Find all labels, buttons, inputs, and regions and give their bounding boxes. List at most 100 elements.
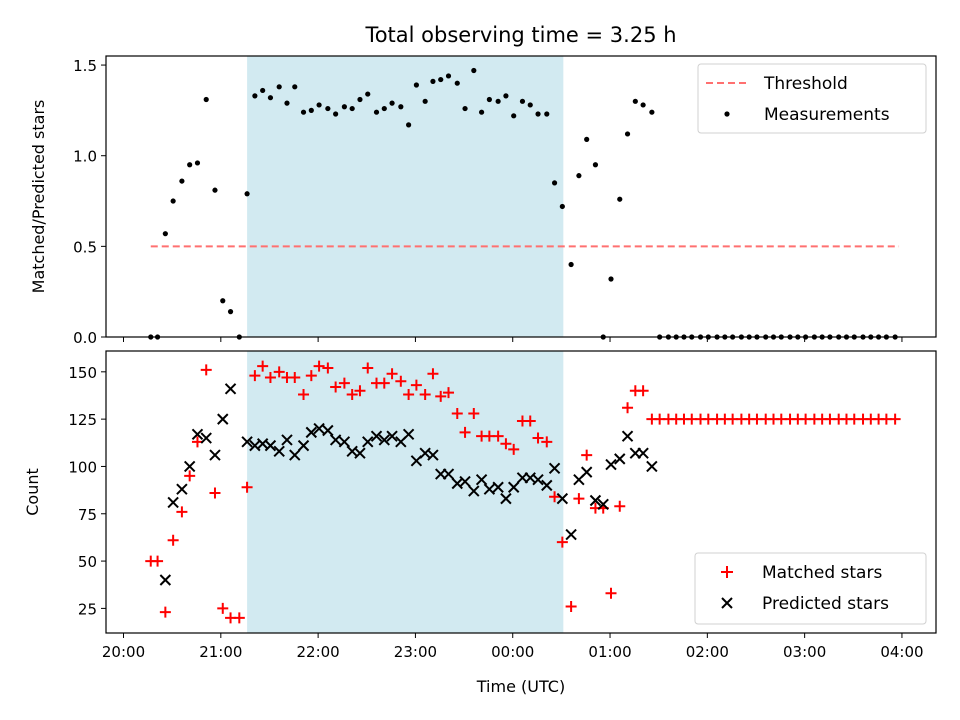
predicted-star-point <box>580 466 593 478</box>
matched-star-point <box>152 555 164 567</box>
predicted-star-point <box>492 481 504 493</box>
predicted-star-point <box>224 383 237 395</box>
predicted-star-point <box>646 460 658 473</box>
count-panel: 25 50 75 100 125 150 20:00 21:00 22:00 23:00 00:00… <box>23 350 937 661</box>
measurement-point <box>276 84 282 90</box>
matched-star-point <box>346 389 358 401</box>
legend: Matched stars Predicted stars <box>694 552 927 625</box>
matched-star-point <box>395 375 407 387</box>
measurement-point <box>649 109 655 115</box>
x-tick-label: 20:00 <box>102 643 145 661</box>
predicted-star-point <box>614 453 626 465</box>
y-axis-label: Matched/Predicted stars <box>29 100 48 294</box>
measurement-point <box>544 111 550 117</box>
predicted-star-point <box>289 449 301 461</box>
matched-star-point <box>313 360 325 372</box>
measurement-point <box>413 82 419 88</box>
measurement-point <box>365 91 371 97</box>
predicted-star-point <box>475 473 488 486</box>
measurement-point <box>478 109 485 115</box>
measurement-point <box>406 122 412 128</box>
measurement-point <box>430 78 436 84</box>
measurement-point <box>445 73 452 79</box>
measurement-point <box>260 87 266 94</box>
measurement-point <box>398 104 404 110</box>
predicted-star-point <box>597 498 609 511</box>
x-tick-label: 03:00 <box>783 643 826 661</box>
legend-measurement-swatch <box>724 111 730 117</box>
predicted-star-point <box>241 436 253 448</box>
matched-star-point <box>273 366 285 378</box>
measurement-point <box>454 80 460 86</box>
y-tick-label: 50 <box>78 553 97 571</box>
predicted-star-point <box>297 439 310 452</box>
measurement-point <box>511 113 517 119</box>
measurement-point <box>162 231 168 237</box>
legend-frame <box>697 63 927 134</box>
matched-star-point <box>200 364 212 376</box>
measurement-point <box>212 187 218 193</box>
predicted-star-point <box>459 475 471 488</box>
measurement-point <box>308 107 314 113</box>
matched-star-point <box>581 449 593 461</box>
legend-frame <box>694 552 927 625</box>
matched-star-point <box>549 491 561 503</box>
measurement-point <box>170 198 176 204</box>
predicted-star-point <box>159 574 172 586</box>
predicted-star-point <box>370 430 383 442</box>
x-tick-label: 01:00 <box>588 643 631 661</box>
legend: Threshold Measurements <box>697 63 927 134</box>
predicted-star-point <box>541 479 553 492</box>
x-tick-label: 21:00 <box>199 643 242 661</box>
matched-star-point <box>443 387 455 399</box>
matched-star-point <box>637 385 649 397</box>
measurement-point <box>267 95 274 101</box>
matched-star-point <box>524 415 536 427</box>
matched-star-point <box>233 612 245 624</box>
x-tick-label: 04:00 <box>880 643 923 661</box>
measurement-point <box>244 191 250 197</box>
matched-star-point <box>378 377 390 389</box>
measurement-point <box>284 100 290 106</box>
matched-star-point <box>386 368 398 380</box>
matched-star-point <box>459 426 471 438</box>
predicted-star-point <box>565 528 577 541</box>
matched-star-point <box>176 506 188 518</box>
matched-star-point <box>167 534 179 546</box>
y-tick-label: 0.0 <box>73 329 97 347</box>
measurement-point <box>462 105 468 112</box>
y-tick-label: 0.5 <box>73 238 97 256</box>
matched-star-point <box>217 602 229 614</box>
predicted-star-point <box>402 428 415 440</box>
measurement-point <box>194 160 201 166</box>
predicted-star-point <box>329 434 342 446</box>
predicted-star-point <box>217 413 229 425</box>
predicted-star-point <box>305 426 318 439</box>
ratio-panel: 0.0 0.5 1.0 1.5 Matched/Predicted stars Thres… <box>29 55 937 347</box>
observing-window-shade <box>247 351 564 633</box>
measurement-point <box>624 131 631 137</box>
matched-star-point <box>330 381 342 393</box>
y-tick-label: 1.5 <box>73 57 97 75</box>
measurement-point <box>535 111 541 117</box>
predicted-star-point <box>483 483 496 495</box>
axes-frame <box>105 55 937 338</box>
axes-frame <box>105 350 937 634</box>
matched-starsseries <box>145 360 901 624</box>
legend-matched-label: Matched stars <box>762 563 882 583</box>
measurement-point <box>187 162 193 168</box>
predicted-star-point <box>386 430 398 442</box>
x-tick-label: 23:00 <box>394 643 437 661</box>
predicted-star-point <box>621 430 634 442</box>
measurement-point <box>568 261 574 268</box>
matched-star-point <box>403 389 415 401</box>
matched-star-point <box>508 443 520 455</box>
measurement-point <box>300 109 307 115</box>
measurement-point <box>179 178 185 184</box>
predicted-star-point <box>500 492 512 505</box>
measurement-point <box>333 111 339 117</box>
matched-star-point <box>492 430 504 442</box>
matched-star-point <box>451 407 463 419</box>
y-tick-label: 25 <box>78 600 97 618</box>
predicted-star-point <box>313 422 325 435</box>
